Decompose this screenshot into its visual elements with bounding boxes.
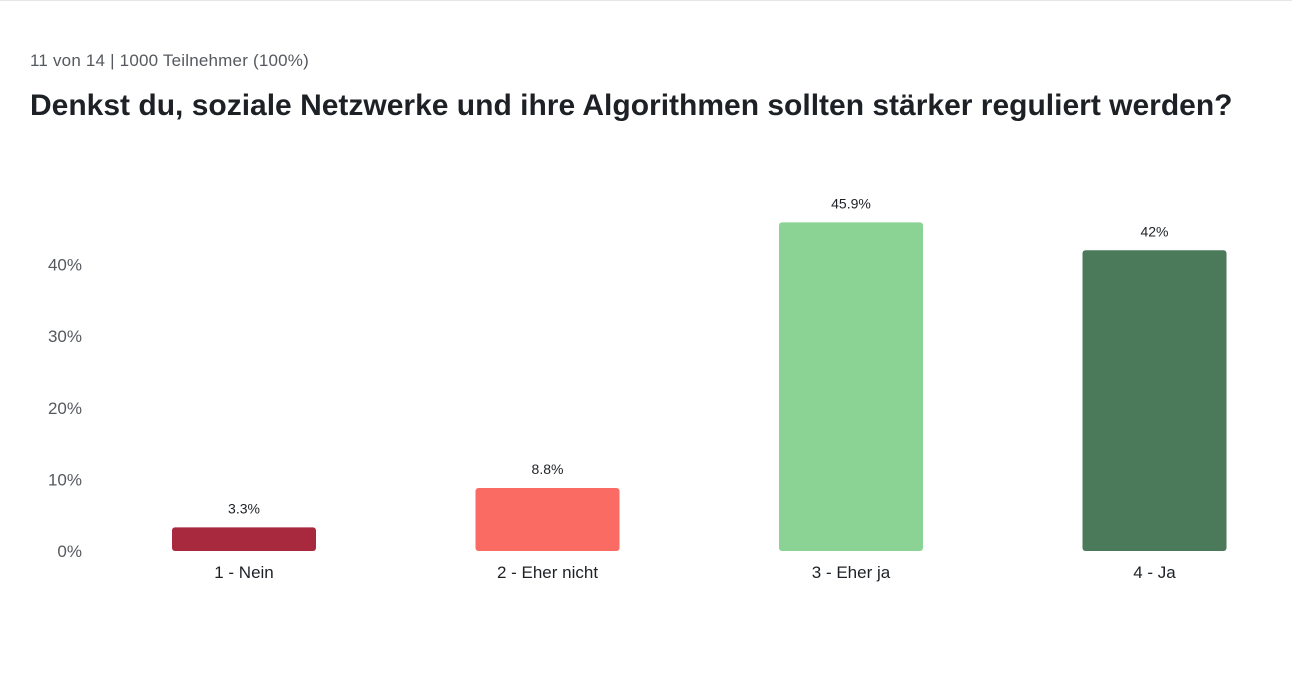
- bar-value-label: 45.9%: [831, 195, 871, 211]
- question-title: Denkst du, soziale Netzwerke und ihre Al…: [30, 89, 1233, 122]
- x-category-label: 4 - Ja: [1133, 563, 1176, 582]
- bar-value-label: 3.3%: [228, 500, 260, 516]
- y-tick-label: 40%: [48, 256, 82, 275]
- bar[interactable]: [779, 222, 923, 551]
- y-tick-label: 20%: [48, 399, 82, 418]
- x-category-label: 3 - Eher ja: [812, 563, 891, 582]
- x-category-label: 2 - Eher nicht: [497, 563, 598, 582]
- y-tick-label: 0%: [57, 542, 82, 561]
- bar[interactable]: [1082, 250, 1227, 551]
- y-tick-label: 30%: [48, 327, 82, 346]
- bar-value-label: 8.8%: [532, 461, 564, 477]
- question-meta: 11 von 14 | 1000 Teilnehmer (100%): [30, 51, 309, 70]
- x-category-label: 1 - Nein: [214, 563, 274, 582]
- bar-value-label: 42%: [1140, 223, 1168, 239]
- y-tick-label: 10%: [48, 470, 82, 489]
- bar[interactable]: [172, 527, 316, 551]
- bar[interactable]: [475, 487, 620, 551]
